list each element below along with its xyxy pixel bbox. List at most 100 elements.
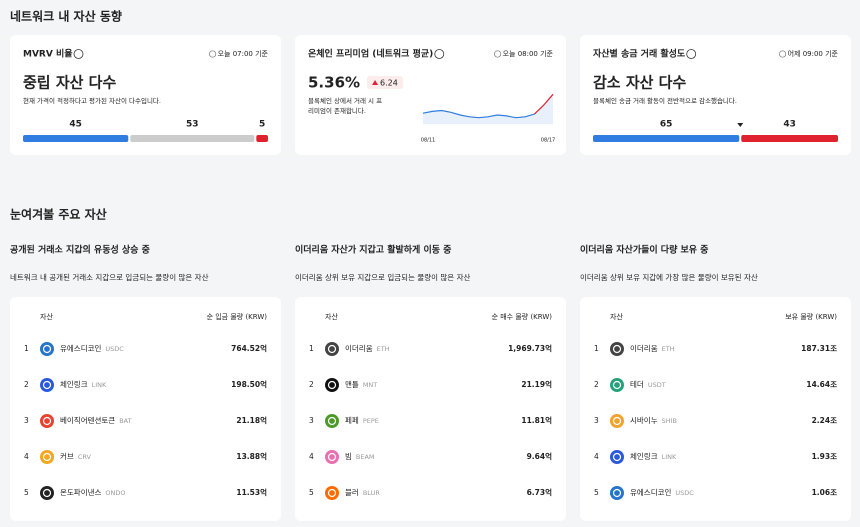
rank: 1 xyxy=(24,344,29,353)
asset-icon xyxy=(40,450,54,464)
asset-name: 맨틀 MNT xyxy=(345,380,377,389)
card-desc: 블록체인 상에서 거래 시 프 xyxy=(308,96,382,105)
asset-ticker: LINK xyxy=(662,453,677,461)
asset-value: 13.88억 xyxy=(236,451,267,461)
asset-icon xyxy=(325,342,339,356)
asset-icon-inner xyxy=(327,416,337,426)
asset-name: 페페 PEPE xyxy=(345,415,379,425)
card-headline: 중립 자산 다수 xyxy=(23,74,116,92)
rank: 3 xyxy=(24,416,29,425)
bar-segment xyxy=(593,135,740,142)
asset-name-text: 맨틀 xyxy=(345,380,359,389)
card-headline: 5.36% xyxy=(308,74,360,92)
asset-icon xyxy=(40,378,54,392)
card-headline: 감소 자산 다수 xyxy=(593,74,686,92)
bar-segment xyxy=(741,135,838,142)
asset-icon-inner xyxy=(612,416,622,426)
info-icon xyxy=(73,49,84,59)
asset-name: 체인링크 LINK xyxy=(60,379,107,389)
up-arrow xyxy=(372,80,379,85)
asset-value: 198.50억 xyxy=(231,379,267,389)
card-time: 오늘 08:00 기준 xyxy=(503,49,554,58)
asset-value: 11.81억 xyxy=(521,415,552,425)
asset-icon-inner xyxy=(612,380,622,390)
asset-icon-inner xyxy=(42,344,52,354)
asset-icon-inner xyxy=(612,344,622,354)
column-header: 자산 xyxy=(325,312,338,321)
asset-name-text: 시바이누 xyxy=(630,415,658,425)
asset-icon xyxy=(40,342,54,356)
rank: 4 xyxy=(309,452,314,461)
bar-label: 53 xyxy=(186,120,199,130)
bar-label: 5 xyxy=(259,120,265,130)
rank: 5 xyxy=(24,488,29,497)
area-fill xyxy=(423,94,553,124)
rank: 2 xyxy=(24,380,29,389)
asset-icon-inner xyxy=(327,380,337,390)
table-card xyxy=(295,297,566,521)
asset-name: 블러 BLUR xyxy=(345,488,380,497)
card xyxy=(580,35,851,155)
asset-icon xyxy=(40,414,54,428)
list-title: 이더리움 자산가 지갑고 활발하게 이동 중 xyxy=(295,244,451,256)
asset-name: 이더리움 ETH xyxy=(345,343,390,353)
asset-name-text: 커브 xyxy=(60,452,74,461)
asset-icon xyxy=(325,378,339,392)
asset-name: 유에스디코인 USDC xyxy=(630,487,694,497)
asset-name-text: 테더 xyxy=(630,380,644,389)
clock-icon xyxy=(494,50,502,58)
asset-value: 1,969.73억 xyxy=(508,343,552,353)
clock-icon xyxy=(779,50,787,58)
asset-name-text: 체인링크 xyxy=(60,379,88,389)
card-time: 오늘 07:00 기준 xyxy=(218,49,269,58)
bar-label: 65 xyxy=(660,120,673,130)
asset-ticker: BEAM xyxy=(356,453,375,461)
list-title: 이더리움 자산가들이 다량 보유 중 xyxy=(580,244,708,256)
asset-name-text: 베이직어텐션토큰 xyxy=(60,415,115,425)
rank: 1 xyxy=(594,344,599,353)
rank: 2 xyxy=(594,380,599,389)
asset-icon-inner xyxy=(327,344,337,354)
asset-ticker: CRV xyxy=(78,453,92,461)
asset-icon xyxy=(40,486,54,500)
section-title: 네트워크 내 자산 동향 xyxy=(10,9,122,24)
change-badge xyxy=(367,76,404,89)
card-time: 어제 09:00 기준 xyxy=(788,49,839,58)
rank: 2 xyxy=(309,380,314,389)
rank: 5 xyxy=(309,488,314,497)
rank: 1 xyxy=(309,344,314,353)
bar-segment xyxy=(23,135,129,142)
list-subtitle: 이더리움 상위 보유 지갑에 가장 많은 물량이 보유된 자산 xyxy=(580,272,758,282)
asset-ticker: USDT xyxy=(648,381,666,389)
column-header: 자산 xyxy=(610,312,623,321)
list-title: 공개된 거래소 지갑의 유동성 상승 중 xyxy=(10,244,150,256)
asset-ticker: PEPE xyxy=(363,417,379,425)
rank: 4 xyxy=(594,452,599,461)
list-subtitle: 네트워크 내 공개된 거래소 지갑으로 입금되는 물량이 많은 자산 xyxy=(10,272,209,282)
column-header: 순 매수 물량 (KRW) xyxy=(492,313,553,321)
asset-value: 9.64억 xyxy=(527,451,553,461)
asset-icon xyxy=(610,378,624,392)
asset-icon xyxy=(325,450,339,464)
asset-ticker: LINK xyxy=(92,381,107,389)
card-title: 자산별 송금 거래 활성도 xyxy=(593,48,686,60)
asset-ticker: ONDO xyxy=(105,489,125,497)
asset-icon xyxy=(610,486,624,500)
info-icon xyxy=(686,49,697,59)
asset-name: 베이직어텐션토큰 BAT xyxy=(60,415,132,425)
asset-icon-inner xyxy=(327,488,337,498)
asset-icon-inner xyxy=(42,380,52,390)
asset-value: 1.93조 xyxy=(812,452,838,461)
asset-icon xyxy=(325,414,339,428)
asset-icon-inner xyxy=(42,488,52,498)
asset-value: 14.64조 xyxy=(806,380,837,389)
asset-ticker: USDC xyxy=(675,489,694,497)
asset-value: 21.19억 xyxy=(521,379,552,389)
x-tick-label: 08/17 xyxy=(541,138,555,144)
column-header: 순 입금 물량 (KRW) xyxy=(207,313,268,321)
asset-icon-inner xyxy=(612,452,622,462)
clock-icon xyxy=(209,50,217,58)
asset-name-text: 블러 xyxy=(345,488,359,497)
asset-name: 체인링크 LINK xyxy=(630,451,677,461)
